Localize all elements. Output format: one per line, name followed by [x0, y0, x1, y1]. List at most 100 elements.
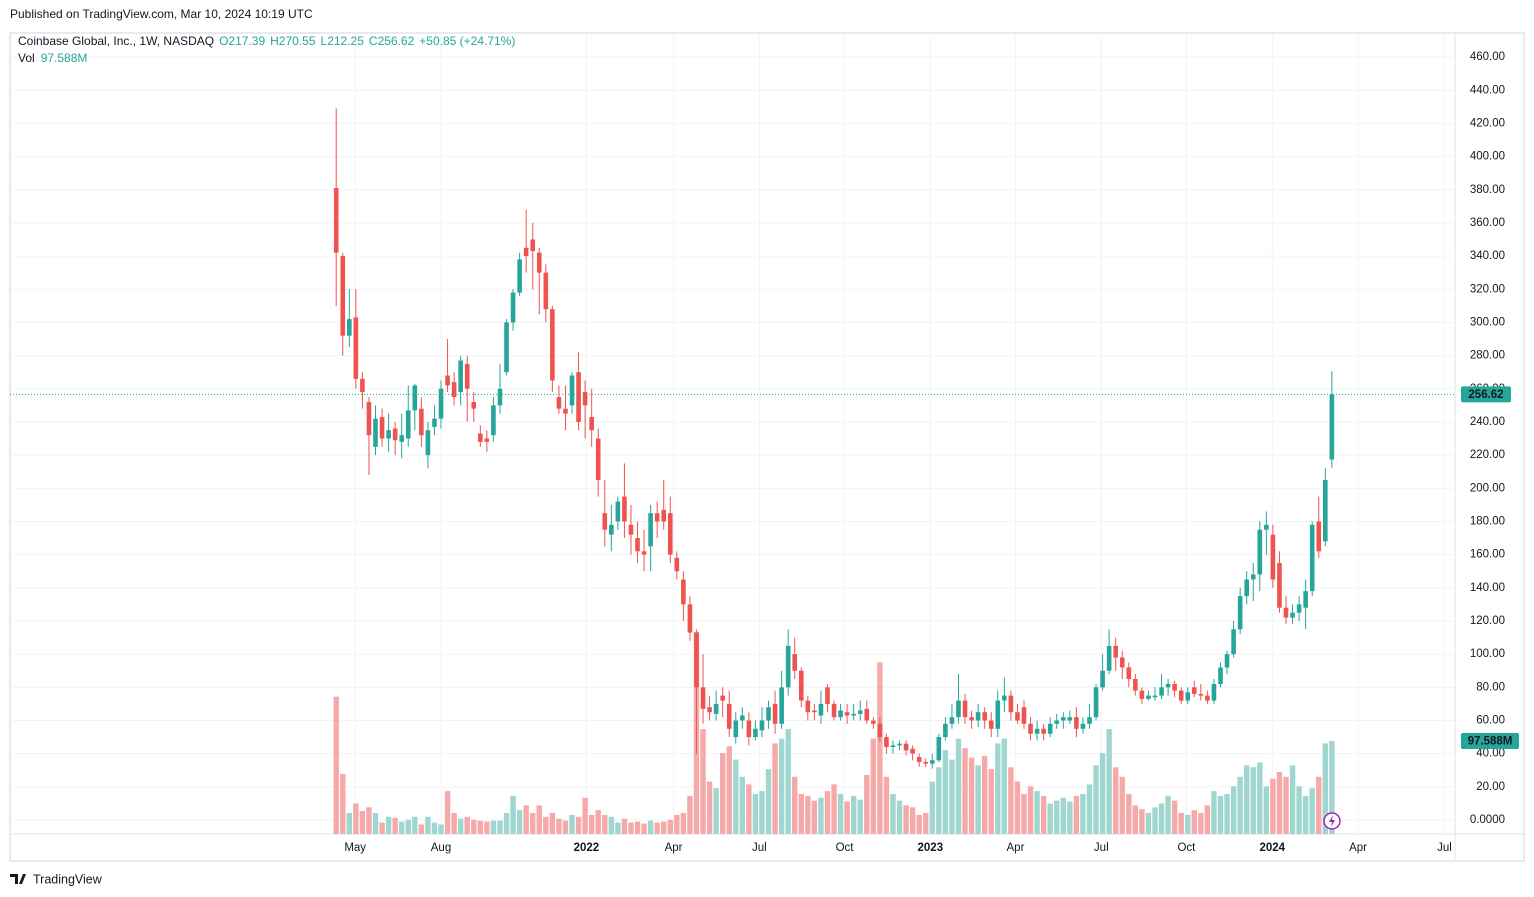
candle-body — [1002, 695, 1007, 701]
candle-body — [1185, 692, 1191, 701]
candle-body — [798, 670, 804, 701]
volume-bar — [1040, 795, 1047, 834]
candle-body — [563, 408, 568, 414]
volume-bar — [785, 729, 791, 834]
volume-bar — [772, 743, 778, 834]
volume-bar — [1080, 793, 1086, 834]
volume-bar — [1034, 791, 1040, 834]
candle-body — [1237, 596, 1243, 630]
volume-bar — [346, 813, 353, 834]
candle-body — [458, 360, 463, 393]
x-tick-label: 2024 — [1259, 842, 1285, 854]
candle-body — [386, 430, 391, 439]
x-tick-label: Apr — [665, 842, 683, 854]
candle-body — [1303, 591, 1308, 608]
volume-bar — [634, 821, 641, 834]
x-tick-label: Apr — [1349, 842, 1367, 854]
volume-bar — [792, 776, 798, 834]
candle-body — [1060, 717, 1066, 721]
candle-body — [929, 760, 935, 764]
volume-bar — [1165, 795, 1171, 834]
candle-body — [615, 501, 621, 522]
candle-body — [1231, 629, 1236, 655]
candle-body — [1329, 394, 1335, 460]
candle-body — [1172, 683, 1177, 691]
candle-body — [1296, 604, 1302, 613]
volume-bar — [1158, 803, 1165, 834]
volume-bar — [1270, 778, 1276, 834]
candle-body — [1008, 695, 1014, 713]
volume-bar — [857, 799, 863, 834]
candle-body — [1074, 717, 1079, 729]
candle-body — [1015, 712, 1020, 721]
candle-body — [1316, 521, 1322, 552]
y-tick-label: 140.00 — [1470, 582, 1505, 594]
volume-bar — [562, 820, 569, 834]
last-price-label: 256.62 — [1468, 389, 1503, 401]
candle-body — [550, 309, 555, 381]
volume-bar — [647, 820, 654, 834]
candle-body — [589, 416, 594, 431]
x-tick-label: Jul — [1437, 842, 1452, 854]
candle-body — [936, 737, 942, 761]
candle-body — [523, 247, 529, 257]
candle-body — [432, 418, 437, 427]
volume-bar — [451, 813, 457, 834]
volume-bar — [667, 819, 673, 834]
volume-bar — [1126, 793, 1132, 834]
candle-body — [530, 239, 536, 252]
volume-bar — [1073, 795, 1080, 834]
volume-bar — [798, 793, 804, 834]
volume-bar — [444, 791, 451, 834]
volume-bar — [1224, 793, 1230, 834]
candle-body — [759, 720, 765, 731]
y-tick-label: 160.00 — [1470, 549, 1505, 561]
candle-body — [766, 707, 771, 721]
candle-body — [497, 388, 503, 406]
y-tick-label: 420.00 — [1470, 117, 1505, 129]
volume-bar — [1099, 752, 1106, 834]
candle-body — [412, 385, 418, 411]
volume-bar — [949, 759, 955, 834]
candle-body — [491, 405, 496, 436]
candle-body — [641, 551, 647, 555]
candle-body — [864, 708, 870, 721]
volume-bar — [700, 729, 706, 834]
candle-body — [707, 707, 712, 713]
volume-bar — [1027, 786, 1034, 834]
volume-bar — [1322, 743, 1329, 834]
volume-bar — [1316, 776, 1322, 834]
candle-body — [1034, 728, 1040, 734]
y-tick-label: 180.00 — [1470, 515, 1505, 527]
volume-bar — [687, 795, 693, 834]
candle-body — [726, 703, 732, 729]
volume-bar — [726, 746, 732, 834]
volume-bar — [510, 795, 516, 834]
candle-body — [1041, 728, 1046, 734]
candle-body — [1264, 524, 1269, 530]
candle-body — [1054, 720, 1060, 724]
volume-bar — [1237, 776, 1243, 834]
volume-bar — [746, 784, 752, 834]
volume-bar — [523, 805, 529, 834]
candle-body — [667, 513, 673, 555]
candle-body — [1106, 645, 1112, 671]
volume-bar — [621, 818, 628, 834]
candle-body — [445, 375, 450, 386]
volume-bar — [942, 750, 949, 834]
legend-header: Coinbase Global, Inc., 1W, NASDAQ O217.39… — [18, 34, 515, 48]
candle-body — [399, 435, 405, 442]
candle-body — [576, 372, 581, 422]
candle-body — [792, 654, 798, 671]
candle-body — [1270, 534, 1276, 580]
candle-body — [379, 416, 385, 439]
volume-bar — [379, 822, 385, 834]
candle-body — [582, 392, 588, 406]
volume-bar — [1191, 810, 1197, 834]
volume-bar — [1302, 795, 1309, 834]
candle-body — [340, 256, 346, 336]
candle-body — [995, 700, 1001, 729]
volume-bar — [641, 823, 647, 834]
volume-bar — [975, 765, 981, 834]
candle-body — [713, 703, 719, 714]
